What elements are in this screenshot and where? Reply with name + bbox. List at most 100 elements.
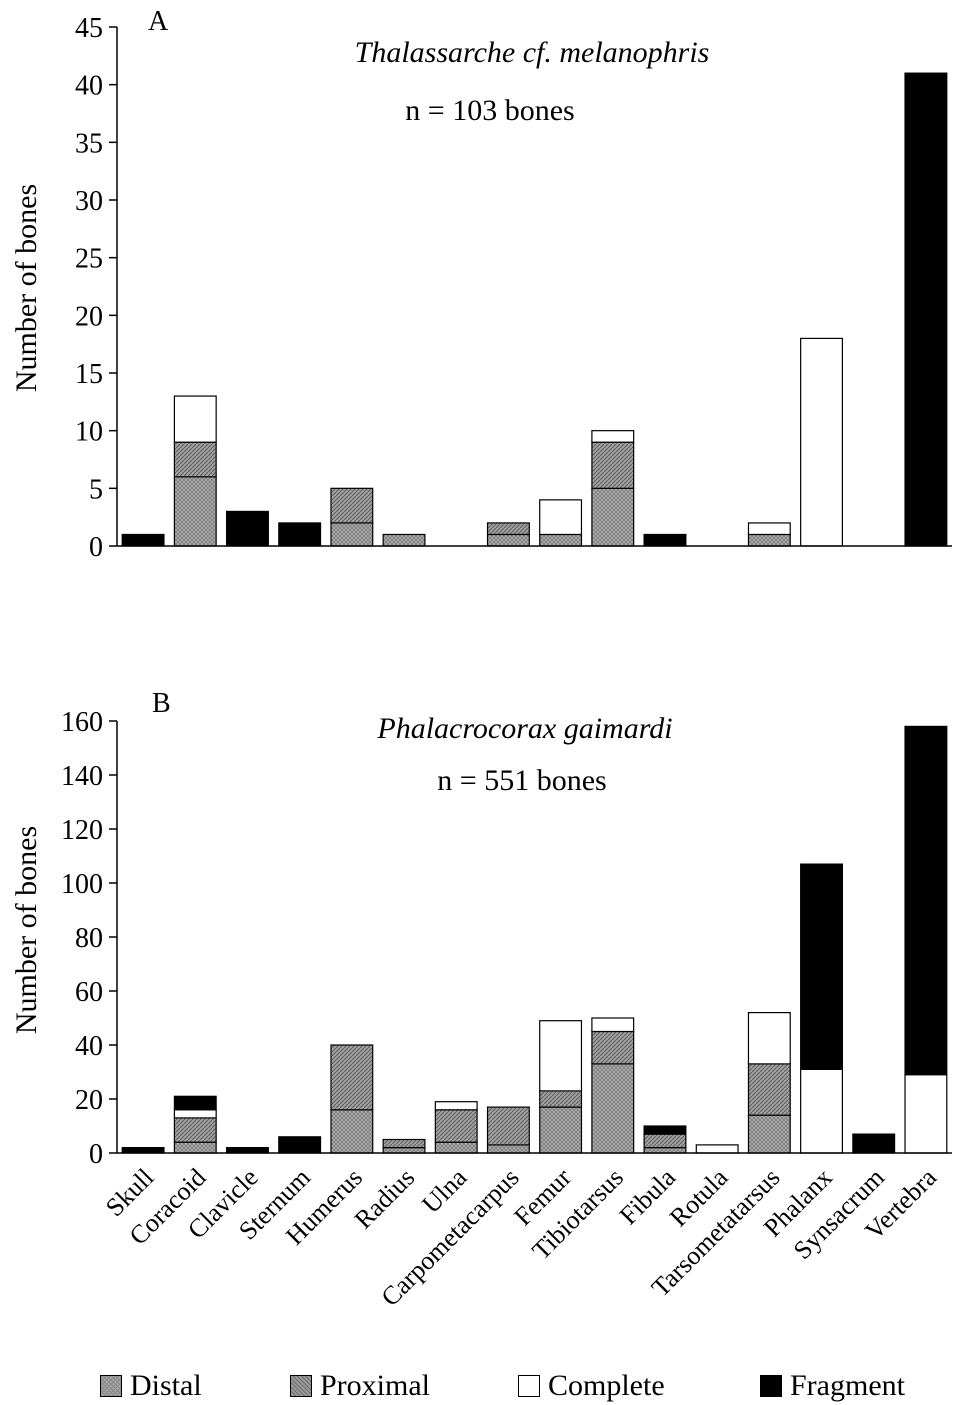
panel-a-chart: 0 5 10 15 20 25 30 35 40 45 A Thalassarche cf. me… (10, 6, 952, 563)
bar-segment-coracoid-distal (173, 476, 217, 547)
bar-segment-phalanx-fragment (800, 863, 844, 1070)
panel-b-title: Phalacrocorax gaimardi (376, 712, 672, 745)
bar-segment-skull-fragment (121, 1146, 165, 1154)
bar-segment-femur-complete (539, 499, 583, 536)
proximal-swatch (290, 1375, 312, 1397)
figure: 0 5 10 15 20 25 30 35 40 45 A Thalassarche cf. me… (10, 6, 952, 1312)
panel-a-y-ticks: 0 5 10 15 20 25 30 35 40 45 (75, 13, 117, 563)
bar-segment-humerus-proximal (330, 487, 374, 524)
panel-a-y-tick-label: 20 (75, 301, 103, 332)
legend-label-distal: Distal (130, 1369, 202, 1402)
panel-b-y-tick-label: 60 (75, 977, 103, 1008)
bar-segment-fibula-proximal (643, 1133, 687, 1149)
panel-a-y-tick-label: 15 (75, 359, 103, 390)
fragment-swatch (760, 1375, 782, 1397)
bar-segment-clavicle-fragment (225, 1146, 269, 1154)
panel-b-y-tick-label: 160 (61, 707, 103, 738)
bar-segment-rotula-complete (695, 1144, 739, 1154)
bar-segment-femur-distal (539, 1106, 583, 1154)
panel-b-y-tick-label: 20 (75, 1085, 103, 1116)
bar-segment-tarsometatarsus-proximal (747, 1063, 791, 1116)
bar-segment-femur-proximal (539, 1090, 583, 1108)
bar-segment-radius-distal (382, 533, 426, 547)
bar-segment-tibiotarsus-distal (591, 487, 635, 547)
bar-segment-humerus-distal (330, 1109, 374, 1154)
panel-a-y-tick-label: 25 (75, 244, 103, 275)
bar-segment-coracoid-complete (173, 1109, 217, 1119)
bar-segment-coracoid-proximal (173, 1117, 217, 1143)
bar-segment-fibula-fragment (643, 1125, 687, 1135)
panel-a-y-tick-label: 30 (75, 186, 103, 217)
bar-segment-vertebra-fragment (904, 72, 948, 547)
panel-a-axes (116, 27, 952, 547)
bar-segment-clavicle-fragment (225, 510, 269, 547)
legend-label-fragment: Fragment (790, 1369, 905, 1402)
panel-a-y-tick-label: 5 (89, 474, 103, 505)
bar-segment-phalanx-complete (800, 1068, 844, 1154)
panel-b-y-ticks: 0 20 40 60 80 100 120 140 160 (61, 707, 117, 1170)
bar-segment-tibiotarsus-complete (591, 1017, 635, 1033)
panel-a-y-axis-label: Number of bones (10, 184, 43, 392)
bar-segment-sternum-fragment (278, 522, 322, 547)
bar-segment-coracoid-proximal (173, 441, 217, 478)
panel-b-y-tick-label: 140 (61, 761, 103, 792)
bar-segment-carpometacarpus-distal (486, 1144, 530, 1154)
distal-swatch (100, 1375, 122, 1397)
panel-b-y-tick-label: 100 (61, 869, 103, 900)
bar-segment-fibula-distal (643, 1146, 687, 1154)
bar-segment-tibiotarsus-distal (591, 1063, 635, 1154)
bar-segment-tarsometatarsus-complete (747, 1011, 791, 1065)
bar-segment-vertebra-complete (904, 1074, 948, 1154)
panel-a-y-tick-label: 40 (75, 71, 103, 102)
panel-a-bars (121, 72, 948, 547)
bar-segment-tarsometatarsus-distal (747, 1114, 791, 1154)
bar-segment-sternum-fragment (278, 1136, 322, 1154)
panel-a-y-tick-label: 0 (89, 532, 103, 563)
panel-a-subtitle: n = 103 bones (405, 94, 574, 127)
bar-segment-phalanx-complete (800, 337, 844, 547)
bar-segment-carpometacarpus-proximal (486, 1106, 530, 1146)
bar-segment-ulna-distal (434, 1141, 478, 1154)
bar-segment-humerus-distal (330, 522, 374, 547)
bar-segment-coracoid-distal (173, 1141, 217, 1154)
bar-segment-tarsometatarsus-distal (747, 533, 791, 547)
legend-item-complete: Complete (518, 1370, 665, 1402)
complete-swatch (518, 1375, 540, 1397)
bar-segment-radius-proximal (382, 1138, 426, 1149)
bar-segment-skull-fragment (121, 533, 165, 547)
legend-label-complete: Complete (548, 1369, 665, 1402)
panel-a-title: Thalassarche cf. melanophris (355, 36, 710, 69)
panel-a-y-tick-label: 35 (75, 128, 103, 159)
panel-b-y-axis-label: Number of bones (10, 826, 43, 1034)
bar-segment-carpometacarpus-distal (486, 533, 530, 547)
bar-segment-humerus-proximal (330, 1044, 374, 1111)
panel-b-label: B (152, 688, 171, 719)
bar-segment-coracoid-fragment (173, 1095, 217, 1111)
bar-segment-ulna-proximal (434, 1109, 478, 1143)
panel-b-x-ticks: SkullCoracoidClavicleSternumHumerusRadiu… (100, 1162, 942, 1311)
panel-b-y-tick-label: 120 (61, 815, 103, 846)
panel-b-bars (121, 725, 948, 1154)
bar-segment-femur-complete (539, 1020, 583, 1092)
bar-segment-tibiotarsus-proximal (591, 441, 635, 489)
bar-segment-fibula-fragment (643, 533, 687, 547)
bar-segment-tarsometatarsus-complete (747, 522, 791, 536)
panel-b-chart: 0 20 40 60 80 100 120 140 160 SkullCoracoidClavi… (10, 688, 952, 1312)
bar-segment-coracoid-complete (173, 395, 217, 443)
bar-segment-ulna-complete (434, 1101, 478, 1111)
panel-b-y-tick-label: 0 (89, 1139, 103, 1170)
x-tick-label-radius: Radius (349, 1163, 421, 1235)
bar-segment-femur-distal (539, 533, 583, 547)
bar-segment-vertebra-fragment (904, 725, 948, 1076)
panel-b-subtitle: n = 551 bones (437, 764, 606, 797)
legend: Distal Proximal Complete Fragment (0, 1368, 954, 1405)
panel-a-y-tick-label: 10 (75, 417, 103, 448)
bar-segment-tibiotarsus-complete (591, 430, 635, 443)
legend-item-proximal: Proximal (290, 1370, 430, 1402)
legend-item-fragment: Fragment (760, 1370, 905, 1402)
panel-a-label: A (148, 6, 169, 37)
legend-item-distal: Distal (100, 1370, 202, 1402)
bar-segment-synsacrum-fragment (852, 1133, 896, 1154)
bar-segment-radius-distal (382, 1146, 426, 1154)
legend-label-proximal: Proximal (320, 1369, 430, 1402)
